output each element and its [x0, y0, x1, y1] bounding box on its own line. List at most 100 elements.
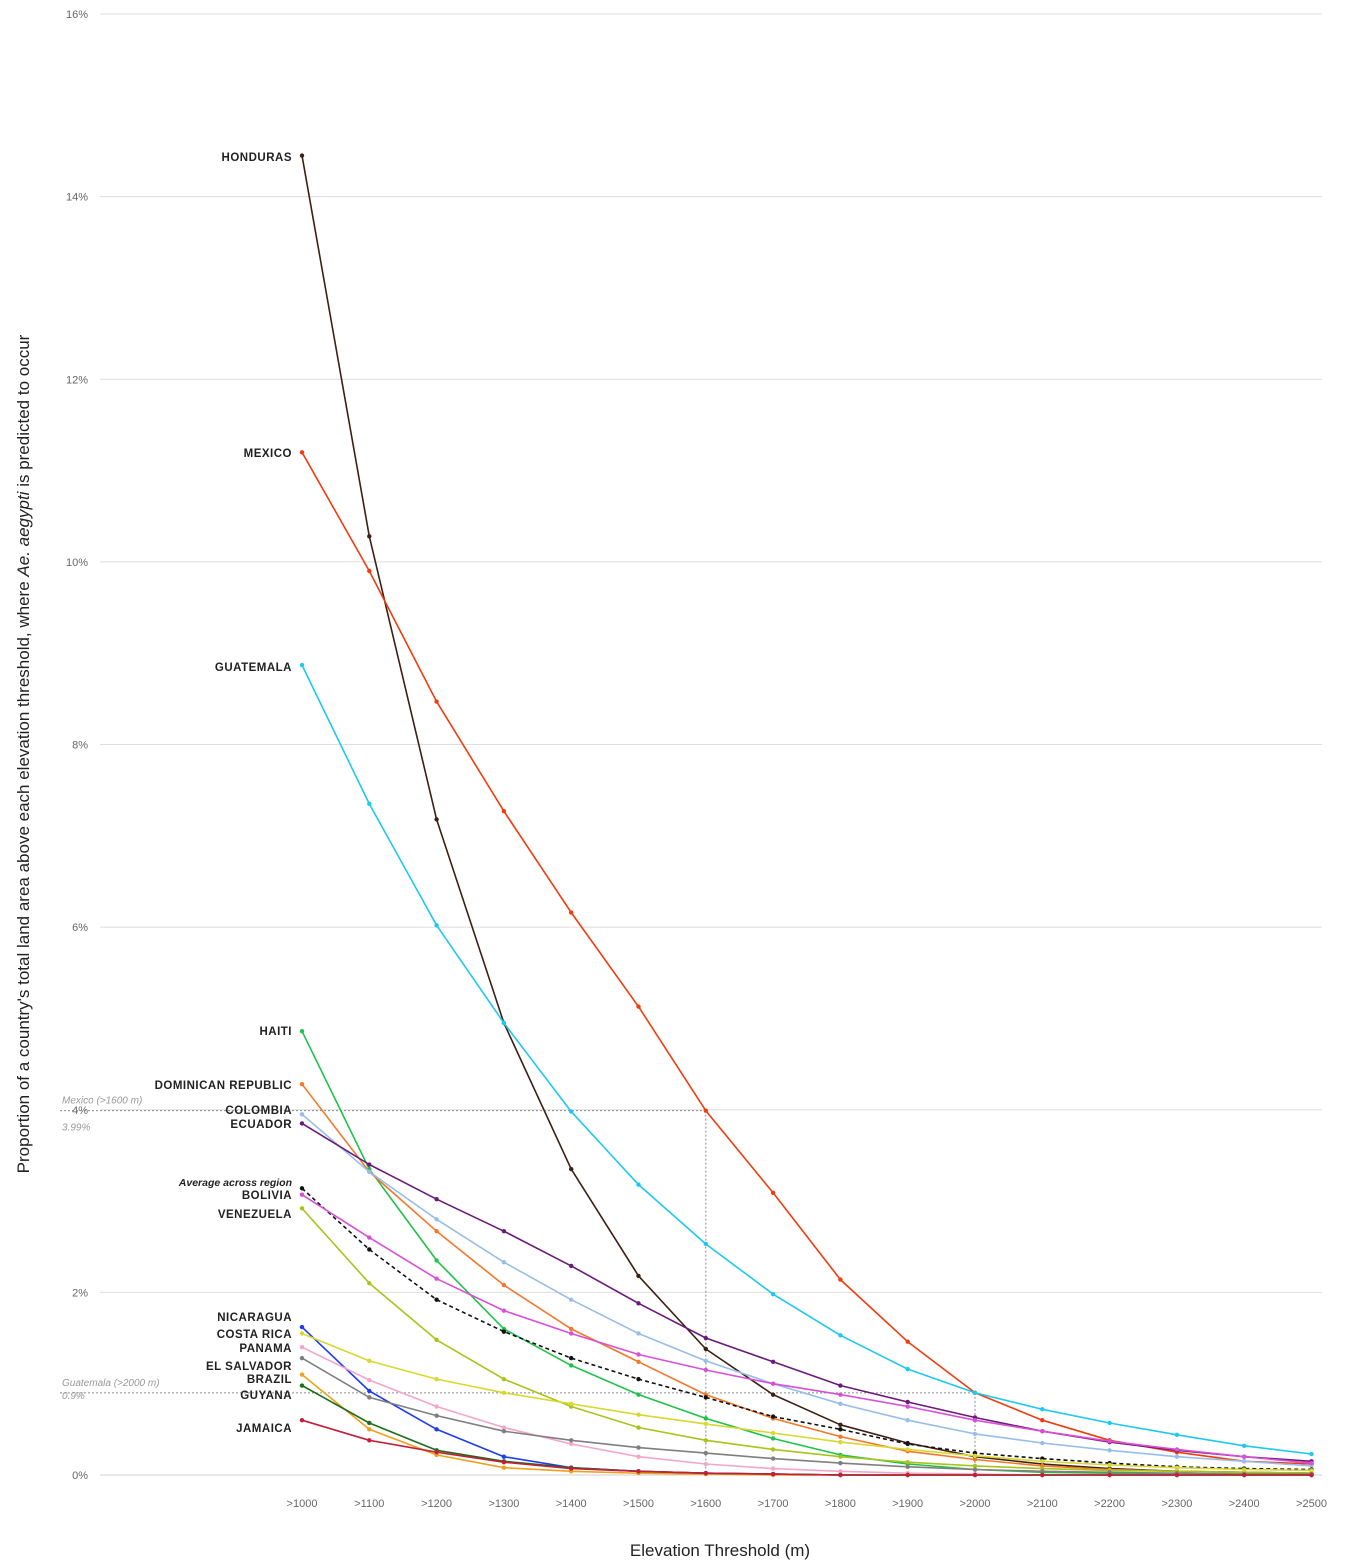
data-point — [299, 1331, 305, 1336]
y-tick-label: 0% — [72, 1470, 88, 1482]
data-point — [1040, 1440, 1045, 1446]
data-point — [636, 1182, 641, 1187]
data-point — [434, 1376, 439, 1382]
data-point — [905, 1366, 910, 1372]
series-guyana — [299, 1383, 1314, 1478]
series-label-dominican-republic: DOMINICAN REPUBLIC — [155, 1080, 292, 1092]
y-tick-label: 10% — [66, 557, 88, 569]
data-point — [1309, 1460, 1314, 1466]
data-point — [838, 1460, 843, 1466]
annotation-label: Mexico (>1600 m) — [62, 1096, 142, 1107]
data-point — [1107, 1462, 1112, 1468]
series-line — [301, 1194, 1312, 1464]
data-point — [636, 1412, 641, 1417]
data-point — [434, 1404, 439, 1409]
data-point — [299, 1029, 305, 1034]
series-jamaica — [299, 1418, 1314, 1478]
y-tick-labels: 0%2%4%6%8%10%12%14%16% — [66, 9, 88, 1482]
data-point — [569, 1355, 574, 1361]
data-point — [905, 1404, 910, 1409]
data-point — [569, 1297, 574, 1302]
y-tick-label: 12% — [66, 374, 88, 386]
data-point — [501, 1308, 507, 1313]
data-point — [838, 1277, 843, 1282]
series-label-venezuela: VENEZUELA — [218, 1209, 292, 1221]
series-label-costa-rica: COSTA RICA — [217, 1329, 292, 1341]
x-axis-title: Elevation Threshold (m) — [630, 1541, 810, 1560]
data-point — [770, 1430, 776, 1436]
series-label-guatemala: GUATEMALA — [215, 662, 292, 674]
data-point — [838, 1392, 843, 1397]
annotation-value: 0.9% — [62, 1391, 85, 1402]
data-point — [972, 1418, 978, 1423]
data-point — [838, 1469, 843, 1474]
data-point — [636, 1301, 641, 1306]
data-point — [367, 1377, 372, 1383]
data-point — [434, 1449, 439, 1455]
series-lines — [299, 153, 1314, 1478]
series-line — [301, 1083, 1312, 1474]
data-point — [703, 1241, 708, 1247]
series-labels: HONDURAS MEXICO GUATEMALA HAITI DOMINICAN RE… — [155, 152, 292, 1435]
data-point — [1107, 1472, 1112, 1478]
data-point — [972, 1463, 978, 1469]
data-point — [1040, 1407, 1045, 1412]
data-point — [299, 1418, 305, 1423]
data-point — [434, 1276, 439, 1281]
data-point — [703, 1438, 708, 1443]
data-point — [434, 1197, 439, 1202]
series-label-nicaragua: NICARAGUA — [217, 1312, 292, 1324]
data-point — [367, 1247, 372, 1252]
data-point — [1040, 1469, 1045, 1474]
data-point — [1242, 1443, 1247, 1448]
data-point — [569, 1466, 574, 1471]
data-point — [299, 1344, 305, 1350]
data-point — [1040, 1472, 1045, 1478]
series-label-mexico: MEXICO — [244, 448, 292, 460]
gridlines — [100, 13, 1322, 1476]
x-tick-label: >2300 — [1161, 1498, 1192, 1510]
data-point — [299, 450, 305, 455]
y-axis-title-part-3: is predicted to occur — [14, 334, 33, 491]
data-point — [299, 1112, 305, 1117]
reference-lines: Mexico (>1600 m) 3.99% Guatemala (>2000 m)… — [60, 1096, 976, 1475]
data-point — [501, 1390, 507, 1396]
data-point — [770, 1359, 776, 1364]
data-point — [838, 1333, 843, 1338]
data-point — [1242, 1454, 1247, 1459]
data-point — [636, 1004, 641, 1009]
data-point — [1107, 1439, 1112, 1444]
data-point — [569, 1401, 574, 1406]
data-point — [905, 1339, 910, 1344]
series-line — [301, 1207, 1312, 1474]
data-point — [770, 1436, 776, 1441]
data-point — [636, 1425, 641, 1430]
series-label-honduras: HONDURAS — [222, 152, 292, 164]
data-point — [636, 1376, 641, 1382]
data-point — [905, 1460, 910, 1465]
data-point — [569, 910, 574, 915]
data-point — [1309, 1472, 1314, 1478]
data-point — [838, 1427, 843, 1432]
data-point — [367, 1235, 372, 1240]
x-tick-labels: >1000 >1100 >1200 >1300 >1400 >1500 >1600 >1700… — [287, 1498, 1327, 1510]
data-point — [636, 1359, 641, 1364]
data-point — [1309, 1451, 1314, 1457]
data-point — [1040, 1428, 1045, 1434]
data-point — [703, 1421, 708, 1427]
data-point — [770, 1447, 776, 1452]
data-point — [972, 1467, 978, 1472]
data-point — [569, 1331, 574, 1336]
series-bolivia — [299, 1192, 1314, 1466]
data-point — [838, 1439, 843, 1445]
data-point — [636, 1352, 641, 1357]
data-point — [703, 1335, 708, 1341]
x-tick-label: >2200 — [1094, 1498, 1125, 1510]
data-point — [569, 1363, 574, 1368]
series-label-brazil: BRAZIL — [247, 1374, 292, 1386]
series-label-haiti: HAITI — [259, 1026, 292, 1038]
y-tick-label: 8% — [72, 740, 88, 752]
data-point — [501, 1260, 507, 1265]
data-point — [367, 801, 372, 807]
data-point — [1107, 1420, 1112, 1426]
